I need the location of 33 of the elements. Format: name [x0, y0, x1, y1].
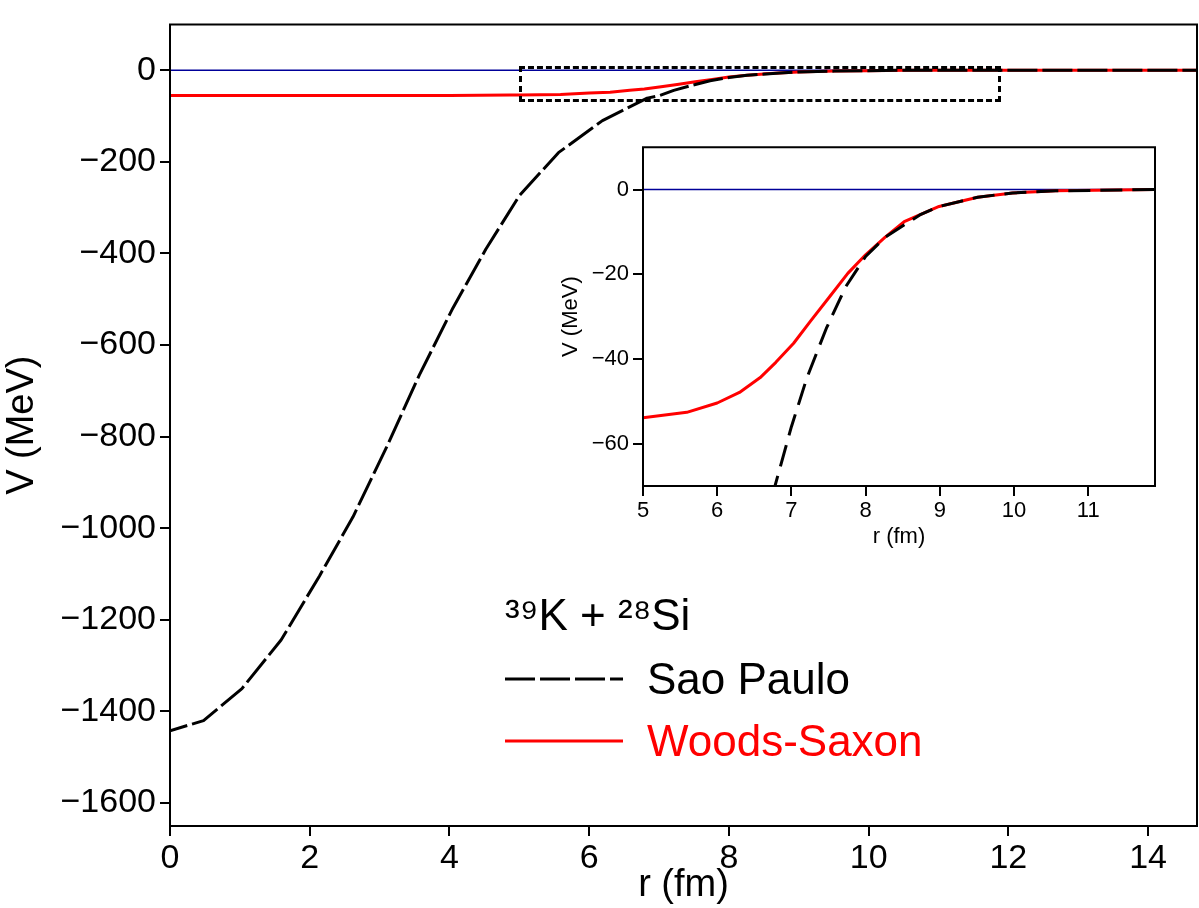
- x-tick-label: 10: [1001, 497, 1027, 523]
- y-axis-title: V (MeV): [0, 355, 42, 495]
- y-tick-label: 0: [616, 175, 629, 201]
- y-tick-label: −60: [591, 429, 629, 455]
- x-tick-label: 5: [636, 497, 650, 523]
- legend-title: ³⁹K + ²⁸Si: [505, 590, 692, 640]
- y-tick-label: −200: [79, 140, 156, 179]
- y-axis-title: V (MeV): [557, 276, 583, 357]
- y-tick-label: 0: [137, 48, 156, 87]
- x-tick-label: 11: [1076, 497, 1100, 523]
- x-tick-label: 14: [1129, 836, 1168, 875]
- y-tick-label: −1000: [60, 506, 156, 545]
- y-tick-label: −600: [79, 323, 156, 362]
- x-tick-label: 4: [439, 836, 459, 875]
- x-tick-label: 0: [160, 836, 180, 875]
- x-tick-label: 8: [859, 497, 872, 523]
- y-tick-label: −400: [79, 231, 156, 270]
- y-tick-label: −1400: [60, 689, 156, 728]
- legend-label: Woods-Saxon: [647, 716, 923, 766]
- x-tick-label: 6: [711, 497, 724, 523]
- x-tick-label: 2: [300, 836, 320, 875]
- y-tick-label: −1200: [60, 598, 156, 637]
- y-tick-label: −1600: [60, 781, 156, 820]
- x-tick-label: 6: [579, 836, 599, 875]
- x-tick-label: 9: [933, 497, 946, 523]
- x-axis-title: r (fm): [872, 522, 926, 548]
- y-tick-label: −20: [591, 260, 629, 286]
- x-tick-label: 7: [785, 497, 798, 523]
- x-tick-label: 10: [849, 836, 888, 875]
- y-tick-label: −40: [591, 345, 629, 371]
- y-tick-label: −800: [79, 415, 156, 454]
- x-tick-label: 12: [989, 836, 1028, 875]
- legend-label: Sao Paulo: [647, 654, 851, 704]
